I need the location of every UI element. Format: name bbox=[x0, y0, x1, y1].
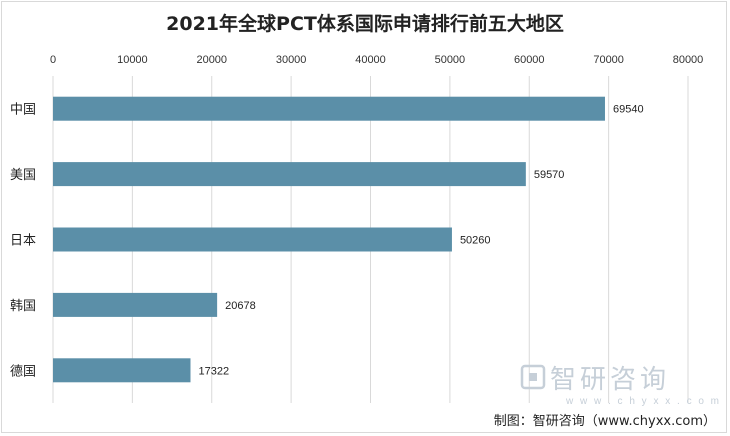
data-label: 59570 bbox=[534, 169, 565, 181]
x-tick-label: 20000 bbox=[196, 54, 227, 66]
data-label: 17322 bbox=[198, 365, 229, 377]
bar bbox=[53, 292, 218, 317]
bar bbox=[53, 227, 452, 252]
x-tick-label: 80000 bbox=[673, 54, 704, 66]
data-label: 69540 bbox=[613, 104, 644, 116]
chart-title: 2021年全球PCT体系国际申请排行前五大地区 bbox=[166, 12, 564, 35]
x-tick-label: 40000 bbox=[355, 54, 386, 66]
x-tick-label: 60000 bbox=[514, 54, 545, 66]
watermark-url: w w w . c h y x x . c o m bbox=[565, 396, 721, 407]
watermark-logo-icon bbox=[520, 364, 546, 390]
watermark-logo-text: 智研咨询 bbox=[550, 365, 670, 395]
x-tick-label: 0 bbox=[50, 54, 56, 66]
data-label: 20678 bbox=[225, 300, 256, 312]
category-label: 德国 bbox=[10, 364, 36, 379]
source-note: 制图：智研咨询（www.chyxx.com） bbox=[494, 414, 716, 429]
category-label: 日本 bbox=[10, 234, 36, 249]
bar bbox=[53, 96, 605, 121]
x-tick-label: 10000 bbox=[117, 54, 148, 66]
x-axis-ticks: 0 10000 20000 30000 40000 50000 60000 70000 8000… bbox=[50, 54, 703, 66]
category-label: 韩国 bbox=[10, 299, 36, 314]
bar bbox=[53, 162, 526, 187]
bar bbox=[53, 358, 191, 383]
x-tick-label: 50000 bbox=[435, 54, 466, 66]
data-labels: 69540 59570 50260 20678 17322 bbox=[198, 104, 643, 378]
category-label: 美国 bbox=[10, 168, 36, 183]
x-tick-label: 70000 bbox=[593, 54, 624, 66]
data-label: 50260 bbox=[460, 235, 491, 247]
x-tick-label: 30000 bbox=[276, 54, 307, 66]
category-label: 中国 bbox=[10, 103, 36, 118]
watermark: 智研咨询 w w w . c h y x x . c o m bbox=[520, 364, 721, 407]
bars bbox=[53, 96, 605, 383]
